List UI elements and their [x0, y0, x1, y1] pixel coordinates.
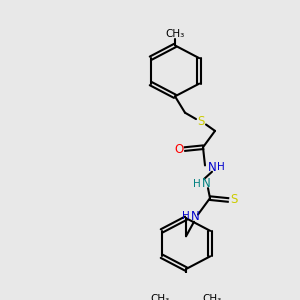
Text: H: H [182, 211, 190, 221]
Text: N: N [202, 177, 210, 190]
Text: N: N [208, 161, 216, 174]
Text: N: N [190, 210, 200, 223]
Text: O: O [174, 142, 184, 156]
Text: CH₃: CH₃ [165, 28, 184, 39]
Text: S: S [230, 194, 238, 206]
Text: CH₃: CH₃ [202, 294, 222, 300]
Text: CH₃: CH₃ [150, 294, 170, 300]
Text: H: H [217, 162, 225, 172]
Text: H: H [193, 178, 201, 189]
Text: S: S [197, 115, 205, 128]
